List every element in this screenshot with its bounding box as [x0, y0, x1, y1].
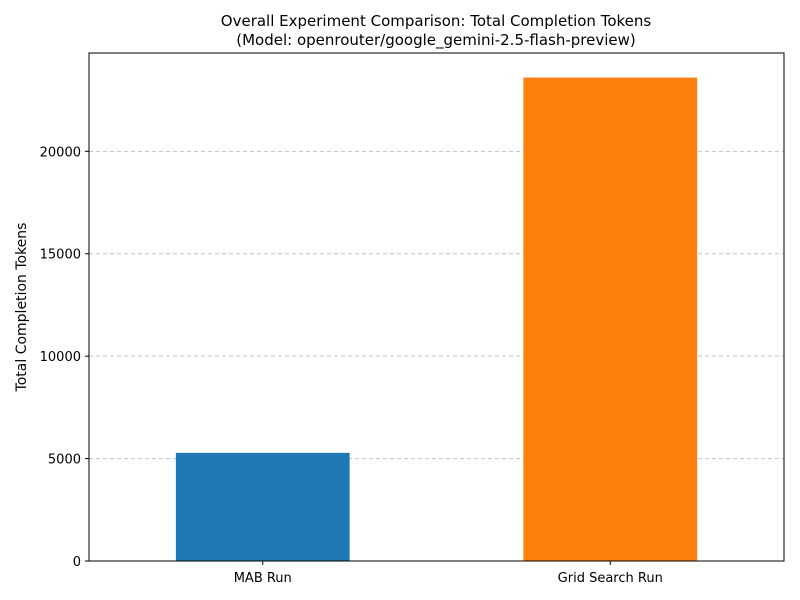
y-tick-label: 20000 [40, 145, 81, 160]
x-axis-ticks: MAB Run Grid Search Run [234, 561, 663, 586]
bar-grid-search-run [523, 77, 698, 562]
x-tick-label: Grid Search Run [558, 571, 663, 586]
y-tick-label: 15000 [40, 248, 81, 263]
chart-subtitle: (Model: openrouter/google_gemini-2.5-fla… [236, 31, 636, 50]
y-axis-label: Total Completion Tokens [14, 223, 30, 393]
y-tick-label: 10000 [40, 350, 81, 365]
bar-mab-run [175, 452, 350, 561]
y-tick-label: 5000 [48, 453, 81, 468]
y-axis-ticks: 0 5000 10000 15000 20000 [40, 145, 89, 570]
y-tick-label: 0 [73, 555, 81, 570]
x-tick-label: MAB Run [234, 571, 292, 586]
bars [175, 77, 698, 562]
plot-frame [88, 52, 785, 562]
chart-title: Overall Experiment Comparison: Total Com… [221, 12, 652, 30]
